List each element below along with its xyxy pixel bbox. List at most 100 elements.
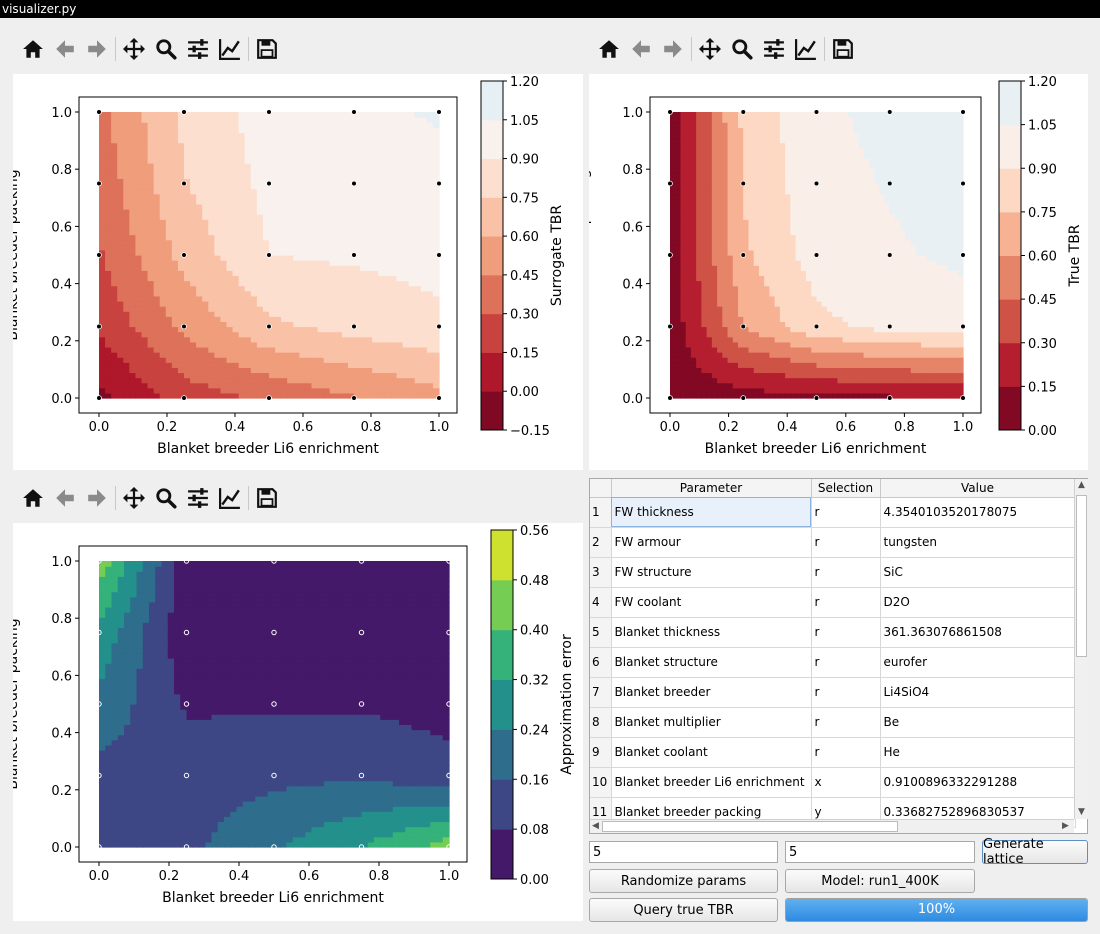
contour-cell xyxy=(196,382,203,389)
save-button[interactable] xyxy=(251,33,283,65)
contour-cell xyxy=(171,285,179,292)
contour-cell xyxy=(347,306,355,312)
contour-cell xyxy=(743,321,750,328)
home-button[interactable] xyxy=(17,482,49,514)
contour-cell xyxy=(129,362,137,368)
contour-cell xyxy=(816,163,823,169)
contour-cell xyxy=(153,234,161,241)
contour-cell xyxy=(165,352,173,358)
contour-cell xyxy=(722,112,729,118)
contour-cell xyxy=(117,183,124,190)
contour-cell xyxy=(800,178,807,185)
contour-cell xyxy=(769,117,776,123)
contour-cell xyxy=(196,244,203,251)
contour-cell xyxy=(299,341,307,348)
contour-cell xyxy=(821,336,828,343)
pan-button[interactable] xyxy=(118,33,150,65)
contour-cell xyxy=(311,157,319,164)
contour-cell xyxy=(305,392,313,399)
contour-cell xyxy=(717,341,723,348)
configure-subplots-button[interactable] xyxy=(758,33,790,65)
edit-axes-button[interactable] xyxy=(214,482,246,514)
contour-cell xyxy=(250,188,258,195)
contour-cell xyxy=(159,168,167,174)
contour-cell xyxy=(99,173,106,179)
back-button[interactable] xyxy=(625,33,657,65)
forward-button[interactable] xyxy=(657,33,689,65)
contour-cell xyxy=(690,203,697,210)
surrogate-tbr-plot[interactable]: 0.0 0.2 0.4 0.6 0.8 1.0 0.0 0.2 0.4 0.6 0.8 1.0 Blan… xyxy=(13,74,583,470)
contour-cell xyxy=(732,193,739,200)
contour-cell xyxy=(396,168,404,174)
contour-cell xyxy=(420,270,428,277)
zoom-button[interactable] xyxy=(150,33,182,65)
contour-cell xyxy=(311,198,319,205)
contour-cell xyxy=(220,183,228,190)
contour-cell xyxy=(226,142,234,149)
contour-cell xyxy=(287,275,294,282)
contour-cell xyxy=(711,311,718,317)
contour-cell xyxy=(117,132,124,139)
contour-cell xyxy=(384,336,392,343)
contour-cell xyxy=(769,244,776,251)
forward-button[interactable] xyxy=(81,33,113,65)
contour-cell xyxy=(311,173,319,179)
contour-cell xyxy=(779,367,786,374)
contour-cell xyxy=(420,285,428,292)
back-button[interactable] xyxy=(49,33,81,65)
contour-cell xyxy=(670,127,676,134)
contour-cell xyxy=(414,295,422,302)
contour-cell xyxy=(329,377,337,384)
contour-cell xyxy=(177,321,185,328)
contour-cell xyxy=(758,173,765,179)
contour-cell xyxy=(256,203,264,210)
contour-cell xyxy=(795,270,802,277)
contour-cell xyxy=(347,270,355,277)
contour-cell xyxy=(275,239,282,246)
zoom-button[interactable] xyxy=(150,482,182,514)
true-tbr-plot[interactable]: 0.0 0.2 0.4 0.6 0.8 1.0 0.0 0.2 0.4 0.6 0.8 1.0 Blan… xyxy=(589,74,1088,470)
contour-cell xyxy=(171,244,179,251)
save-button[interactable] xyxy=(827,33,859,65)
contour-cell xyxy=(785,316,791,322)
contour-cell xyxy=(806,280,812,287)
home-button[interactable] xyxy=(17,33,49,65)
contour-cell xyxy=(426,219,434,225)
contour-cell xyxy=(129,188,137,195)
contour-cell xyxy=(226,117,234,123)
contour-cell xyxy=(341,198,349,205)
contour-cell xyxy=(269,122,276,128)
contour-cell xyxy=(758,311,765,317)
contour-cell xyxy=(208,229,215,236)
contour-cell xyxy=(117,244,124,251)
configure-subplots-button[interactable] xyxy=(182,33,214,65)
zoom-button[interactable] xyxy=(726,33,758,65)
contour-cell xyxy=(190,275,197,282)
contour-cell xyxy=(256,306,264,312)
contour-cell xyxy=(329,362,337,368)
forward-button[interactable] xyxy=(81,482,113,514)
home-button[interactable] xyxy=(593,33,625,65)
back-button[interactable] xyxy=(49,482,81,514)
contour-cell xyxy=(821,392,828,399)
contour-cell xyxy=(220,311,228,317)
contour-cell xyxy=(317,311,325,317)
contour-cell xyxy=(753,157,760,164)
contour-cell xyxy=(287,387,294,394)
contour-cell xyxy=(366,367,373,374)
contour-cell xyxy=(432,377,440,384)
contour-cell xyxy=(147,357,155,363)
contour-cell xyxy=(202,203,209,210)
configure-subplots-button[interactable] xyxy=(182,482,214,514)
pan-button[interactable] xyxy=(118,482,150,514)
contour-cell xyxy=(384,163,392,169)
contour-cell xyxy=(675,193,682,200)
contour-cell xyxy=(177,249,185,256)
contour-cell xyxy=(105,270,112,277)
contour-cell xyxy=(722,127,729,134)
pan-button[interactable] xyxy=(694,33,726,65)
edit-axes-button[interactable] xyxy=(790,33,822,65)
contour-cell xyxy=(335,112,343,118)
save-button[interactable] xyxy=(251,482,283,514)
edit-axes-button[interactable] xyxy=(214,33,246,65)
